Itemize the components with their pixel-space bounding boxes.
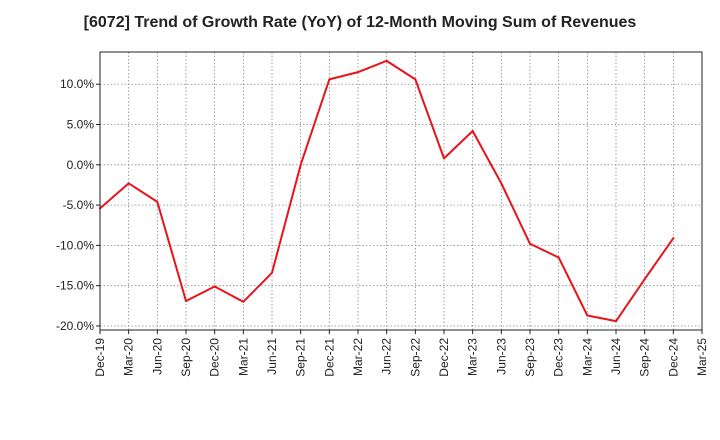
x-tick-label: Dec-22 xyxy=(437,338,451,377)
x-tick-label: Dec-21 xyxy=(322,338,336,377)
y-tick-label: 5.0% xyxy=(67,118,95,132)
y-axis: 10.0% 5.0% 0.0% -5.0% -10.0% -15.0% -20.0% xyxy=(56,77,100,333)
plot-area xyxy=(100,52,702,330)
y-tick-label: -10.0% xyxy=(56,238,94,252)
data-point xyxy=(557,256,560,259)
data-point xyxy=(414,78,417,81)
x-tick-label: Mar-24 xyxy=(580,338,594,376)
data-point xyxy=(357,71,359,74)
data-point xyxy=(299,163,302,166)
y-tick-label: -20.0% xyxy=(56,319,94,333)
data-point xyxy=(471,129,474,132)
x-tick-label: Sep-23 xyxy=(523,338,537,377)
x-tick-label: Dec-20 xyxy=(208,338,222,377)
x-tick-label: Mar-25 xyxy=(695,338,709,376)
x-tick-label: Dec-24 xyxy=(666,338,680,377)
chart-title: [6072] Trend of Growth Rate (YoY) of 12-… xyxy=(83,14,637,31)
x-tick-label: Sep-22 xyxy=(408,338,422,377)
data-point xyxy=(242,300,245,303)
data-point xyxy=(328,78,331,81)
x-tick-label: Dec-23 xyxy=(552,338,566,377)
x-tick-label: Sep-20 xyxy=(179,338,193,377)
y-tick-label: 0.0% xyxy=(67,158,95,172)
x-tick-label: Sep-21 xyxy=(294,338,308,377)
data-point xyxy=(271,271,273,274)
plot-frame xyxy=(99,51,703,331)
x-tick-label: Mar-21 xyxy=(236,338,250,376)
x-tick-label: Sep-24 xyxy=(638,338,652,377)
data-point xyxy=(643,278,646,281)
x-tick-label: Dec-19 xyxy=(93,338,107,377)
x-tick-label: Mar-20 xyxy=(122,338,136,376)
x-tick-label: Jun-20 xyxy=(150,338,164,375)
y-tick-label: -15.0% xyxy=(56,279,94,293)
data-point xyxy=(672,237,675,240)
grid-lines xyxy=(100,52,702,330)
x-tick-label: Mar-22 xyxy=(351,338,365,376)
data-point xyxy=(529,242,531,245)
x-tick-label: Jun-24 xyxy=(609,338,623,375)
data-point xyxy=(586,314,589,317)
y-tick-label: 10.0% xyxy=(60,77,94,91)
x-tick-label: Jun-22 xyxy=(380,338,394,375)
data-point xyxy=(127,182,130,185)
data-point xyxy=(156,200,159,203)
x-tick-label: Jun-23 xyxy=(494,338,508,375)
x-tick-label: Mar-23 xyxy=(466,338,480,376)
data-point xyxy=(213,285,216,288)
x-axis: Dec-19 Mar-20 Jun-20 Sep-20 Dec-20 Mar-21 Jun-… xyxy=(93,330,709,377)
data-point xyxy=(500,182,503,185)
data-point xyxy=(615,320,617,323)
data-point xyxy=(385,59,388,62)
y-tick-label: -5.0% xyxy=(63,198,95,212)
x-tick-label: Jun-21 xyxy=(265,338,279,375)
data-point xyxy=(185,299,187,302)
data-point xyxy=(443,157,445,160)
